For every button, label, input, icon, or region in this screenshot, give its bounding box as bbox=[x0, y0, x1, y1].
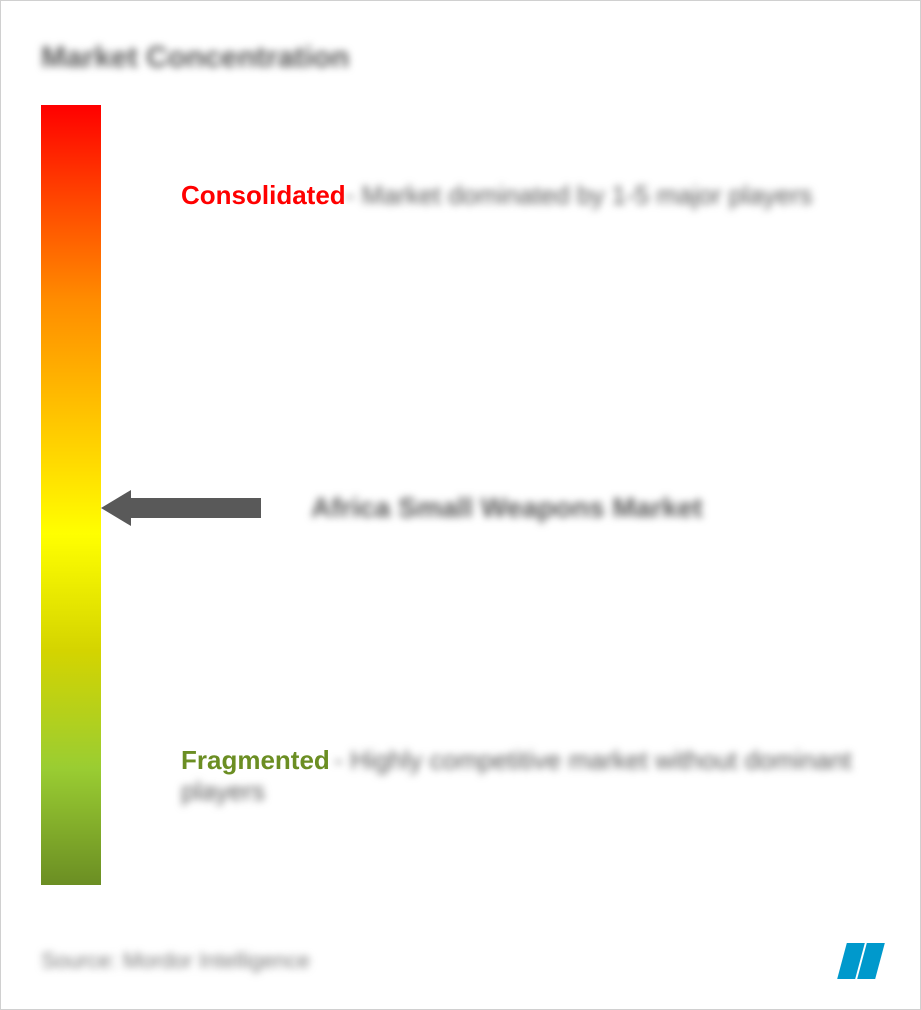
logo-icon bbox=[842, 943, 880, 979]
mordor-logo bbox=[842, 943, 880, 979]
consolidated-label: Consolidated bbox=[181, 180, 346, 211]
arrow-left-icon bbox=[101, 490, 131, 526]
diagram-container: Market Concentration Consolidated - Mark… bbox=[0, 0, 921, 1010]
fragmented-label: Fragmented bbox=[181, 745, 330, 775]
footer: Source: Mordor Intelligence bbox=[41, 943, 880, 979]
labels-area: Consolidated - Market dominated by 1-5 m… bbox=[181, 105, 880, 885]
arrow-body bbox=[131, 498, 261, 518]
fragmented-row: Fragmented - Highly competitive market w… bbox=[181, 745, 861, 807]
market-name-label: Africa Small Weapons Market bbox=[311, 492, 703, 524]
content-area: Consolidated - Market dominated by 1-5 m… bbox=[41, 105, 880, 885]
source-attribution: Source: Mordor Intelligence bbox=[41, 948, 310, 974]
consolidated-row: Consolidated - Market dominated by 1-5 m… bbox=[181, 180, 812, 211]
market-indicator-row: Africa Small Weapons Market bbox=[101, 490, 703, 526]
consolidated-description: - Market dominated by 1-5 major players bbox=[346, 180, 813, 211]
concentration-gradient-bar bbox=[41, 105, 101, 885]
diagram-title: Market Concentration bbox=[41, 41, 880, 75]
